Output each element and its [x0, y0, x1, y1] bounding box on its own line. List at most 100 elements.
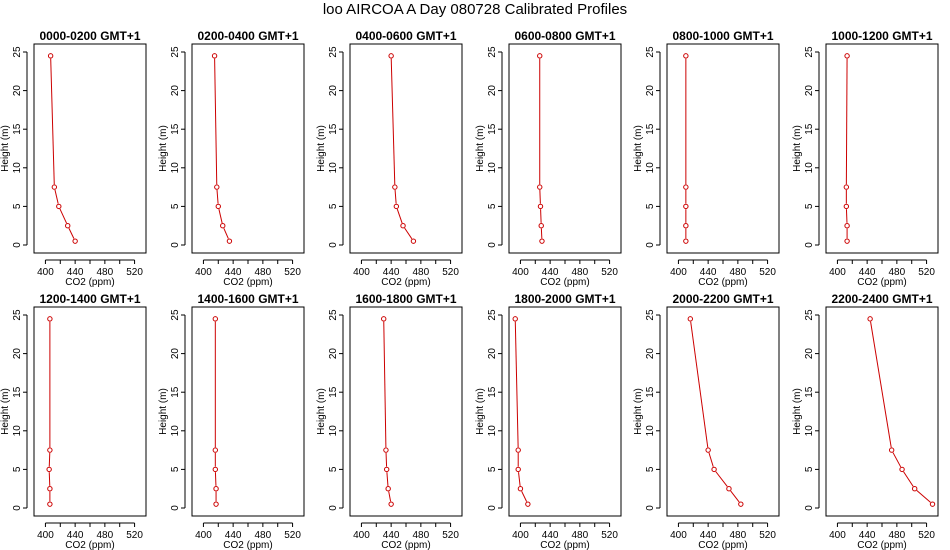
panel-title: 0800-1000 GMT+1 — [672, 29, 773, 43]
y-tick-label: 15 — [328, 386, 339, 398]
x-tick-label: 440 — [542, 530, 559, 541]
profile-segment — [521, 491, 528, 502]
data-point — [515, 466, 521, 473]
data-point — [929, 501, 936, 507]
profile-segment — [514, 321, 519, 448]
x-tick-label: 520 — [442, 530, 459, 541]
data-point — [525, 501, 531, 507]
data-point — [683, 184, 689, 190]
y-tick-label: 20 — [804, 85, 815, 97]
profile-segment — [730, 490, 740, 503]
plot-frame — [666, 43, 780, 254]
x-tick-label: 520 — [284, 530, 301, 541]
y-tick-label: 0 — [328, 242, 339, 248]
x-axis-label: CO2 (ppm) — [65, 277, 114, 288]
x-tick-label: 440 — [700, 267, 717, 278]
y-tick-label: 15 — [170, 123, 181, 135]
data-point — [51, 184, 58, 190]
x-axis-label: CO2 (ppm) — [223, 277, 272, 288]
data-point — [72, 238, 78, 244]
x-tick-label: 480 — [889, 267, 906, 278]
y-axis-label: Height (m) — [475, 125, 486, 172]
y-tick-label: 15 — [804, 123, 815, 135]
profile-segment — [48, 452, 51, 467]
plot-frame — [33, 43, 147, 254]
y-tick-label: 25 — [645, 46, 656, 58]
x-tick-label: 440 — [383, 267, 400, 278]
x-tick-label: 400 — [353, 530, 370, 541]
x-axis-label: CO2 (ppm) — [857, 540, 906, 550]
data-point — [844, 53, 850, 59]
y-tick-label: 5 — [487, 466, 498, 472]
data-point — [215, 203, 221, 210]
x-axis-label: CO2 (ppm) — [698, 277, 747, 288]
y-tick-label: 20 — [12, 85, 23, 97]
data-point — [683, 223, 689, 229]
data-point — [537, 53, 543, 59]
y-tick-label: 20 — [645, 85, 656, 97]
plot-frame — [349, 306, 463, 517]
panel-title: 0600-0800 GMT+1 — [514, 29, 615, 43]
y-tick-label: 10 — [12, 162, 23, 174]
data-point — [539, 238, 545, 244]
plot-frame — [508, 43, 622, 254]
data-point — [385, 486, 391, 492]
data-point — [214, 184, 220, 190]
plot-frame — [191, 306, 305, 517]
x-tick-label: 400 — [829, 267, 846, 278]
x-tick-label: 440 — [700, 530, 717, 541]
y-axis-label: Height (m) — [633, 125, 644, 172]
plot-frame — [191, 43, 305, 254]
profile-segment — [715, 471, 728, 487]
y-tick-label: 0 — [12, 505, 23, 511]
data-point — [410, 238, 417, 244]
data-point — [388, 501, 394, 507]
profile-segment — [845, 209, 848, 223]
x-tick-label: 400 — [670, 530, 687, 541]
y-tick-label: 15 — [12, 386, 23, 398]
plot-frame — [666, 306, 780, 517]
x-tick-label: 400 — [195, 530, 212, 541]
y-axis-label: Height (m) — [792, 388, 803, 435]
panel-title: 1400-1600 GMT+1 — [197, 292, 298, 306]
data-point — [393, 203, 400, 210]
panel-10: 1800-2000 GMT+1 400 440 480 520 CO2 (ppm) 0 5 10… — [475, 292, 622, 550]
x-tick-label: 440 — [383, 530, 400, 541]
profile-segment — [540, 209, 542, 223]
data-point — [512, 316, 518, 322]
y-tick-label: 0 — [170, 242, 181, 248]
y-tick-label: 20 — [170, 85, 181, 97]
data-point — [683, 53, 689, 59]
profile-segment — [214, 472, 217, 486]
x-tick-label: 400 — [512, 530, 529, 541]
data-point — [226, 238, 233, 244]
panel-8: 1400-1600 GMT+1 400 440 480 520 CO2 (ppm) 0 5 10… — [158, 292, 305, 550]
y-tick-label: 5 — [328, 466, 339, 472]
x-axis-label: CO2 (ppm) — [540, 540, 589, 550]
y-tick-label: 5 — [12, 466, 23, 472]
x-tick-label: 480 — [730, 530, 747, 541]
y-tick-label: 15 — [645, 386, 656, 398]
y-tick-label: 10 — [12, 425, 23, 437]
panel-title: 0000-0200 GMT+1 — [39, 29, 140, 43]
y-tick-label: 5 — [645, 203, 656, 209]
y-tick-label: 10 — [487, 162, 498, 174]
data-point — [687, 316, 694, 322]
x-tick-label: 440 — [542, 267, 559, 278]
data-point — [726, 486, 732, 492]
x-tick-label: 440 — [859, 267, 876, 278]
x-tick-label: 400 — [353, 267, 370, 278]
data-point — [844, 223, 850, 229]
x-tick-label: 520 — [918, 530, 935, 541]
x-tick-label: 520 — [759, 530, 776, 541]
y-tick-label: 10 — [328, 162, 339, 174]
y-tick-label: 20 — [328, 85, 339, 97]
panel-1: 0000-0200 GMT+1 400 440 480 520 CO2 (ppm) 0 5 10… — [0, 29, 147, 288]
profile-segment — [68, 228, 75, 239]
profile-segment — [916, 490, 931, 503]
y-tick-label: 5 — [804, 203, 815, 209]
plot-frame — [825, 43, 939, 254]
profile-segment — [404, 227, 413, 240]
profile-segment — [394, 189, 397, 204]
x-tick-label: 480 — [97, 530, 114, 541]
